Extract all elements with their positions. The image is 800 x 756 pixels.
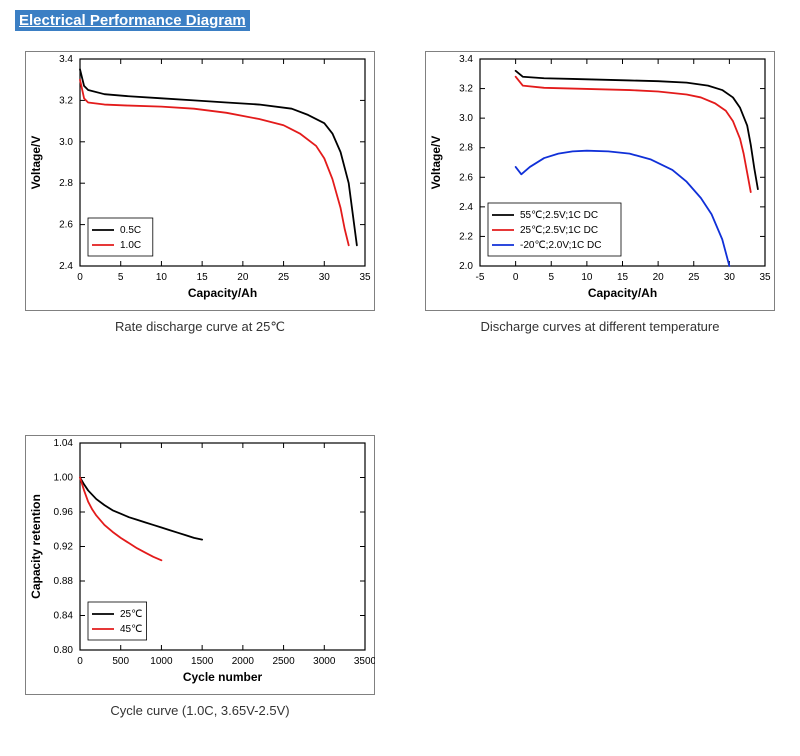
svg-text:Voltage/V: Voltage/V: [29, 136, 43, 190]
svg-text:0.5C: 0.5C: [120, 225, 141, 236]
charts-grid: 0 5 10 15 20 25 30 35 2.4 2.6 2.8 3.0 3.2 3.4 Capacity…: [15, 51, 785, 718]
svg-text:2.6: 2.6: [59, 220, 73, 231]
svg-text:3.4: 3.4: [59, 54, 73, 65]
svg-text:0: 0: [77, 656, 83, 667]
svg-text:30: 30: [724, 272, 736, 283]
svg-text:10: 10: [156, 272, 168, 283]
svg-text:2000: 2000: [232, 656, 255, 667]
svg-text:2.8: 2.8: [459, 143, 473, 154]
cycle-curve-plot: 0 500 1000 1500 2000 2500 3000 3500 0.80 0.84 0.88…: [25, 435, 375, 695]
svg-text:20: 20: [237, 272, 249, 283]
svg-text:3.0: 3.0: [459, 113, 473, 124]
svg-text:0: 0: [513, 272, 519, 283]
svg-text:Capacity/Ah: Capacity/Ah: [188, 286, 257, 300]
svg-text:2.8: 2.8: [59, 178, 73, 189]
svg-text:1500: 1500: [191, 656, 214, 667]
svg-text:0.96: 0.96: [54, 507, 74, 518]
svg-text:1.00: 1.00: [54, 473, 74, 484]
rate-discharge-caption: Rate discharge curve at 25℃: [115, 319, 285, 335]
svg-text:1.04: 1.04: [54, 438, 74, 449]
chart-cycle-curve: 0 500 1000 1500 2000 2500 3000 3500 0.80 0.84 0.88…: [15, 435, 385, 718]
svg-text:0: 0: [77, 272, 83, 283]
svg-text:3000: 3000: [313, 656, 336, 667]
svg-text:Capacity/Ah: Capacity/Ah: [588, 286, 657, 300]
svg-text:2.0: 2.0: [459, 261, 473, 272]
chart-temperature-discharge: -5 0 5 10 15 20 25 30 35 2.0 2.2 2.4 2.6 2.8 3.0 3.2 3.4…: [415, 51, 785, 335]
svg-text:25℃: 25℃: [120, 609, 142, 620]
svg-text:2.6: 2.6: [459, 172, 473, 183]
svg-text:10: 10: [581, 272, 593, 283]
svg-text:55℃;2.5V;1C DC: 55℃;2.5V;1C DC: [520, 210, 598, 221]
svg-text:Capacity retention: Capacity retention: [29, 494, 43, 599]
temperature-discharge-caption: Discharge curves at different temperatur…: [481, 319, 720, 334]
svg-text:Voltage/V: Voltage/V: [429, 136, 443, 190]
svg-text:25: 25: [688, 272, 700, 283]
svg-text:0.80: 0.80: [54, 645, 74, 656]
svg-text:0.84: 0.84: [54, 611, 74, 622]
svg-text:500: 500: [112, 656, 129, 667]
svg-text:3.0: 3.0: [59, 137, 73, 148]
svg-text:2.4: 2.4: [59, 261, 73, 272]
svg-text:2.2: 2.2: [459, 231, 473, 242]
svg-text:5: 5: [118, 272, 124, 283]
svg-text:20: 20: [653, 272, 665, 283]
svg-text:-20℃;2.0V;1C DC: -20℃;2.0V;1C DC: [520, 240, 601, 251]
rate-discharge-plot: 0 5 10 15 20 25 30 35 2.4 2.6 2.8 3.0 3.2 3.4 Capacity…: [25, 51, 375, 311]
svg-text:35: 35: [359, 272, 371, 283]
svg-text:25℃;2.5V;1C DC: 25℃;2.5V;1C DC: [520, 225, 598, 236]
svg-text:2500: 2500: [272, 656, 295, 667]
svg-text:0.92: 0.92: [54, 542, 74, 553]
svg-text:30: 30: [319, 272, 331, 283]
svg-text:0.88: 0.88: [54, 576, 74, 587]
svg-text:25: 25: [278, 272, 290, 283]
temperature-discharge-plot: -5 0 5 10 15 20 25 30 35 2.0 2.2 2.4 2.6 2.8 3.0 3.2 3.4…: [425, 51, 775, 311]
svg-text:3500: 3500: [354, 656, 375, 667]
svg-text:1.0C: 1.0C: [120, 240, 141, 251]
svg-text:-5: -5: [476, 272, 485, 283]
svg-text:Cycle number: Cycle number: [183, 670, 263, 684]
section-heading: Electrical Performance Diagram: [15, 10, 250, 31]
svg-text:1000: 1000: [150, 656, 173, 667]
cycle-curve-caption: Cycle curve (1.0C, 3.65V-2.5V): [110, 703, 289, 718]
chart-rate-discharge: 0 5 10 15 20 25 30 35 2.4 2.6 2.8 3.0 3.2 3.4 Capacity…: [15, 51, 385, 335]
svg-text:15: 15: [617, 272, 629, 283]
svg-text:3.4: 3.4: [459, 54, 473, 65]
svg-text:2.4: 2.4: [459, 202, 473, 213]
svg-text:45℃: 45℃: [120, 624, 142, 635]
svg-text:3.2: 3.2: [59, 95, 73, 106]
svg-text:5: 5: [548, 272, 554, 283]
svg-text:15: 15: [197, 272, 209, 283]
svg-text:35: 35: [759, 272, 771, 283]
svg-text:3.2: 3.2: [459, 84, 473, 95]
